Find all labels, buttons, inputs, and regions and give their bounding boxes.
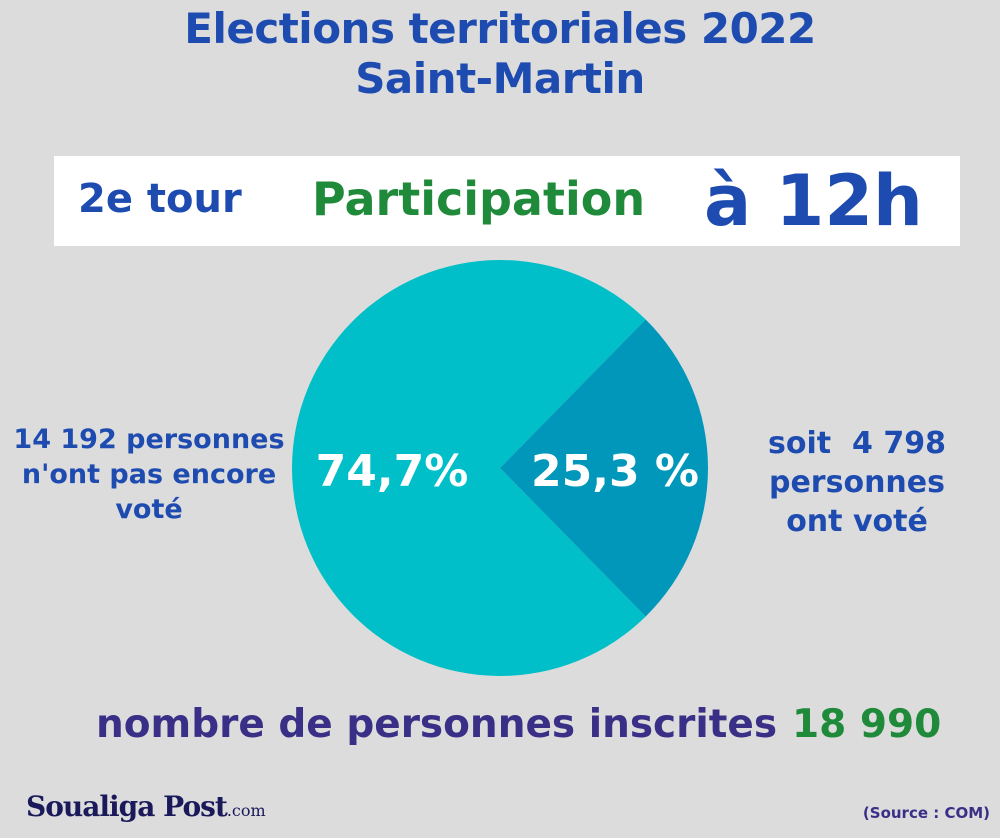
registered-label: nombre de personnes inscrites [96, 702, 778, 747]
slice-label-voted: 25,3 % [531, 446, 699, 497]
pie-slice-voted [500, 319, 708, 617]
source-note: (Source : COM) [862, 804, 990, 822]
slice-label-not-voted: 74,7% [316, 446, 469, 497]
chart-title-line2: Saint-Martin [355, 54, 645, 103]
participation-label: Participation [312, 172, 646, 226]
voted-line2: personnes [768, 465, 945, 500]
not-voted-line2: n'ont pas encore [21, 459, 277, 490]
voted-line1: soit 4 798 [768, 426, 946, 461]
time-label: à 12h [704, 160, 923, 242]
pie-slice-not-voted [292, 260, 646, 676]
banner: 2e tour Participation à 12h [54, 156, 960, 246]
registered-value: 18 990 [792, 702, 942, 747]
voted-line3: ont voté [786, 504, 928, 539]
logo-text: Soualiga Post [26, 790, 228, 823]
voted-annotation: soit 4 798 personnes ont voté [752, 424, 962, 541]
not-voted-annotation: 14 192 personnes n'ont pas encore voté [8, 422, 290, 527]
chart-title-line1: Elections territoriales 2022 [184, 4, 816, 53]
round-label: 2e tour [78, 176, 242, 222]
logo-suffix: .com [226, 801, 266, 820]
not-voted-line1: 14 192 personnes [13, 424, 285, 455]
soualiga-post-logo: Soualiga Post.com [26, 790, 266, 823]
not-voted-line3: voté [115, 494, 183, 525]
